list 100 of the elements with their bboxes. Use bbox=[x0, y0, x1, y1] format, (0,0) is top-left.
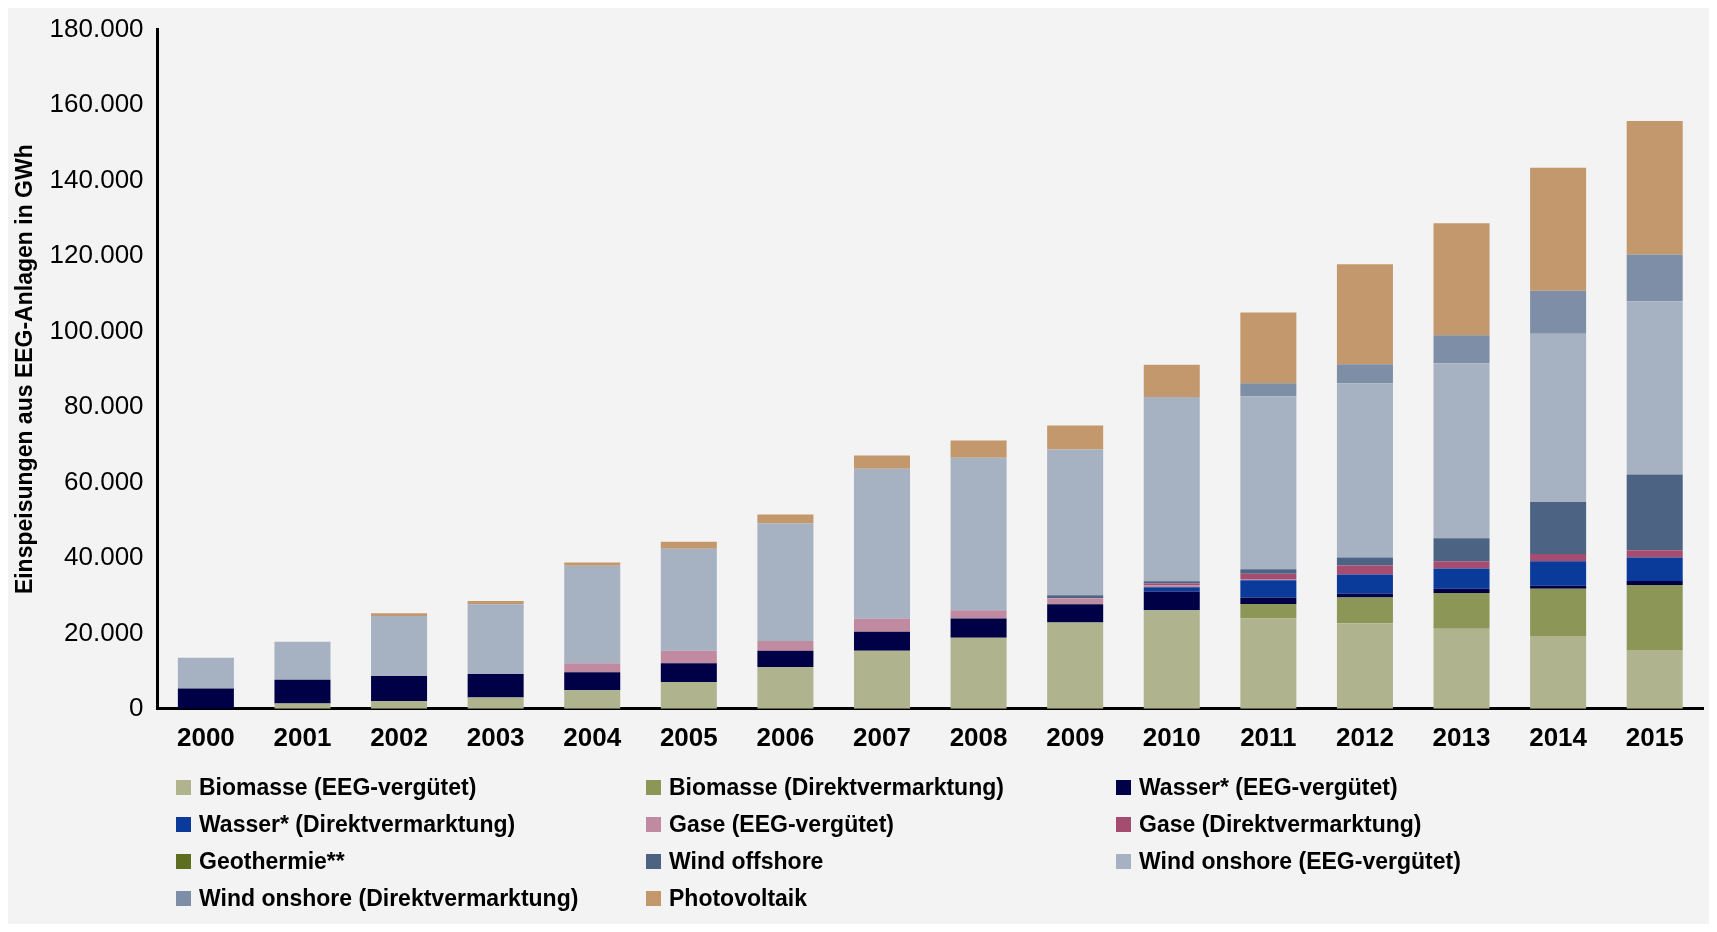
bar bbox=[1433, 363, 1490, 539]
x-tick-label: 2012 bbox=[1336, 721, 1394, 752]
x-tick-label: 2011 bbox=[1240, 721, 1297, 752]
bar bbox=[1143, 591, 1200, 611]
bar bbox=[1240, 383, 1297, 397]
bar bbox=[467, 604, 524, 675]
bar bbox=[274, 641, 331, 680]
bar bbox=[467, 674, 524, 698]
bar bbox=[660, 682, 717, 709]
bar bbox=[1626, 557, 1683, 581]
bar bbox=[1336, 565, 1393, 575]
y-tick-label: 0 bbox=[129, 691, 144, 722]
y-tick-label: 100.000 bbox=[49, 314, 144, 345]
bar bbox=[1336, 264, 1393, 365]
bar bbox=[1336, 574, 1393, 594]
bar bbox=[1336, 623, 1393, 709]
bar bbox=[1626, 649, 1683, 709]
legend-label: Wasser* (EEG-vergütet) bbox=[1139, 774, 1398, 801]
x-tick-label: 2013 bbox=[1432, 721, 1491, 752]
bar bbox=[1143, 364, 1200, 398]
legend-label: Wind offshore bbox=[669, 848, 824, 875]
bar bbox=[757, 523, 814, 641]
bar bbox=[1433, 568, 1490, 589]
bar bbox=[1143, 397, 1200, 582]
bar bbox=[1336, 364, 1393, 384]
bar bbox=[1433, 628, 1490, 709]
y-tick-label: 140.000 bbox=[49, 163, 144, 194]
bar bbox=[1240, 573, 1297, 579]
x-tick-label: 2005 bbox=[659, 721, 718, 752]
bar bbox=[1433, 335, 1490, 364]
bar bbox=[1047, 598, 1104, 605]
bar bbox=[757, 514, 814, 524]
y-tick-label: 180.000 bbox=[49, 12, 144, 43]
bar bbox=[1240, 569, 1297, 574]
bar bbox=[660, 663, 717, 683]
bar bbox=[1240, 396, 1297, 570]
bar bbox=[1530, 290, 1587, 334]
bar bbox=[1433, 561, 1490, 569]
x-tick-label: 2000 bbox=[176, 721, 235, 752]
bar bbox=[1530, 502, 1587, 555]
bar bbox=[1626, 585, 1683, 650]
bar bbox=[1240, 603, 1297, 619]
bar bbox=[757, 640, 814, 651]
legend-label: Geothermie** bbox=[199, 848, 345, 875]
bar bbox=[1530, 554, 1587, 562]
x-tick-label: 2008 bbox=[949, 721, 1008, 752]
bar bbox=[853, 468, 911, 619]
bar bbox=[1433, 538, 1490, 562]
bar bbox=[950, 440, 1007, 458]
bar bbox=[660, 548, 717, 651]
y-tick-label: 80.000 bbox=[64, 390, 144, 421]
bar bbox=[853, 631, 911, 651]
bar bbox=[1530, 167, 1587, 291]
bar bbox=[1530, 561, 1587, 586]
legend-label: Gase (EEG-vergütet) bbox=[669, 811, 894, 838]
bar bbox=[1143, 610, 1200, 709]
legend-label: Wind onshore (EEG-vergütet) bbox=[1139, 848, 1461, 875]
bar bbox=[1626, 550, 1683, 558]
bar bbox=[757, 666, 814, 709]
legend-label: Wasser* (Direktvermarktung) bbox=[199, 811, 516, 838]
bar bbox=[1626, 474, 1683, 551]
y-tick-label: 120.000 bbox=[49, 239, 144, 270]
bar bbox=[950, 637, 1007, 709]
bar bbox=[467, 697, 524, 709]
bar bbox=[564, 663, 621, 673]
x-tick-label: 2009 bbox=[1046, 721, 1105, 752]
bar bbox=[950, 618, 1007, 638]
bar bbox=[564, 562, 621, 566]
x-tick-label: 2007 bbox=[853, 721, 911, 752]
bar bbox=[950, 457, 1007, 611]
legend-label: Photovoltaik bbox=[669, 885, 808, 912]
bar bbox=[1626, 120, 1683, 255]
x-tick-label: 2004 bbox=[563, 721, 622, 752]
bar bbox=[1336, 597, 1393, 624]
bar bbox=[1336, 383, 1393, 558]
bar bbox=[950, 610, 1007, 619]
bar bbox=[1530, 585, 1587, 589]
bar bbox=[1047, 604, 1104, 623]
bar bbox=[1240, 618, 1297, 709]
bar bbox=[371, 675, 428, 701]
bar bbox=[1530, 588, 1587, 636]
bar bbox=[660, 650, 717, 664]
x-tick-label: 2006 bbox=[756, 721, 815, 752]
bar bbox=[1433, 592, 1490, 629]
bar bbox=[1530, 333, 1587, 503]
bar bbox=[853, 455, 911, 469]
bar bbox=[564, 672, 621, 691]
legend-label: Biomasse (EEG-vergütet) bbox=[199, 774, 477, 801]
y-axis-title: Einspeisungen aus EEG-Anlagen in GWh bbox=[11, 144, 38, 595]
bar bbox=[1240, 312, 1297, 384]
bar bbox=[274, 679, 331, 704]
y-tick-label: 40.000 bbox=[64, 541, 144, 572]
x-tick-label: 2015 bbox=[1625, 721, 1684, 752]
bar bbox=[1047, 425, 1104, 450]
y-tick-label: 20.000 bbox=[64, 616, 144, 647]
bar bbox=[757, 650, 814, 667]
y-tick-label: 60.000 bbox=[64, 465, 144, 496]
bar bbox=[1626, 301, 1683, 475]
bar bbox=[371, 615, 428, 676]
bar bbox=[1626, 580, 1683, 586]
